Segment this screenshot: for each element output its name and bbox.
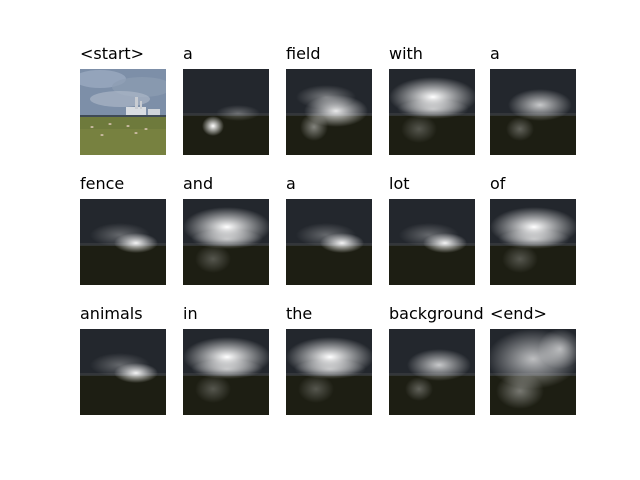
word-label: animals (80, 302, 147, 328)
word-panel: lot (389, 172, 475, 285)
word-panel: a (490, 42, 576, 155)
word-label: field (286, 42, 325, 68)
word-panel: fence (80, 172, 166, 285)
word-panel: in (183, 302, 269, 415)
attention-heatmap (286, 199, 372, 285)
attention-heatmap (490, 329, 576, 415)
word-panel: with (389, 42, 475, 155)
word-label: in (183, 302, 202, 328)
attention-heatmap (80, 199, 166, 285)
word-label: of (490, 172, 510, 198)
word-panel: <end> (490, 302, 576, 415)
word-panel: the (286, 302, 372, 415)
attention-heatmap (389, 69, 475, 155)
word-label: with (389, 42, 427, 68)
attention-heatmap (389, 199, 475, 285)
attention-heatmap (490, 69, 576, 155)
attention-heatmap (490, 199, 576, 285)
word-label: a (183, 42, 197, 68)
attention-heatmap (286, 69, 372, 155)
attention-heatmap (183, 329, 269, 415)
word-label: the (286, 302, 317, 328)
word-label: lot (389, 172, 414, 198)
word-panel: field (286, 42, 372, 155)
attention-heatmap (183, 69, 269, 155)
word-panel: <start> (80, 42, 166, 155)
word-label: and (183, 172, 218, 198)
attention-heatmap (389, 329, 475, 415)
word-label: a (286, 172, 300, 198)
word-panel: a (286, 172, 372, 285)
word-label: <end> (490, 302, 551, 328)
word-label: fence (80, 172, 129, 198)
attention-heatmap (183, 199, 269, 285)
word-panel: a (183, 42, 269, 155)
word-panel: of (490, 172, 576, 285)
word-label: a (490, 42, 504, 68)
word-label: background (389, 302, 488, 328)
original-image (80, 69, 166, 155)
word-panel: animals (80, 302, 166, 415)
word-panel: and (183, 172, 269, 285)
word-panel: background (389, 302, 488, 415)
attention-heatmap (80, 329, 166, 415)
word-label: <start> (80, 42, 149, 68)
attention-heatmap (286, 329, 372, 415)
